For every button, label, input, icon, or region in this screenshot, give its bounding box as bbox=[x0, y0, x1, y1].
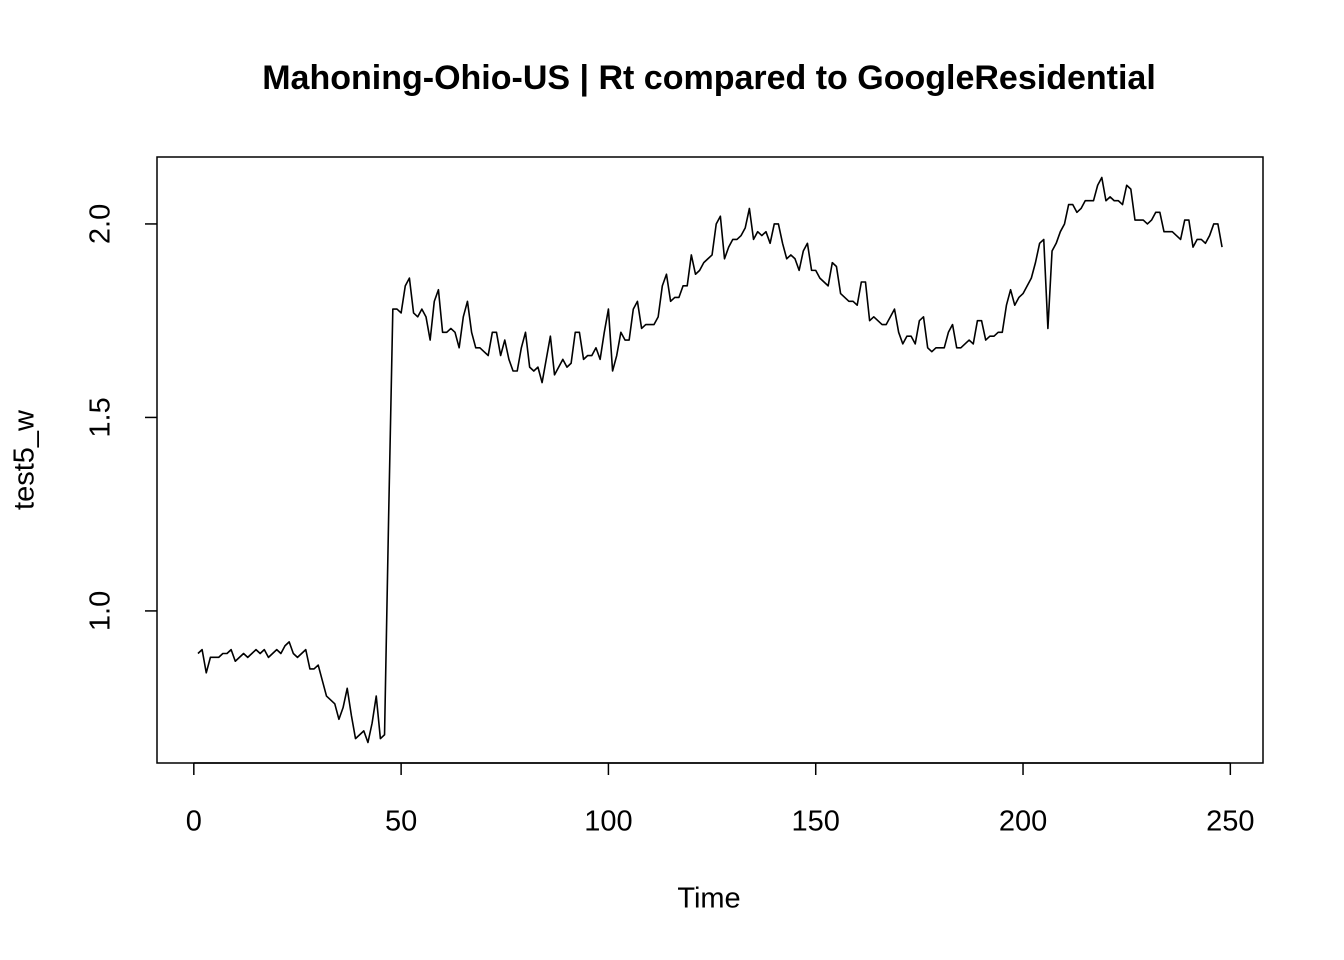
x-axis-label: Time bbox=[677, 883, 740, 915]
x-tick-label: 250 bbox=[1206, 806, 1254, 838]
plot-frame bbox=[156, 156, 1264, 764]
x-tick-label: 200 bbox=[999, 806, 1047, 838]
y-tick-label: 1.5 bbox=[85, 397, 117, 437]
chart-title: Mahoning-Ohio-US | Rt compared to Google… bbox=[262, 59, 1156, 97]
data-line bbox=[197, 176, 1223, 744]
y-axis-label: test5_w bbox=[9, 409, 41, 510]
x-tick-label: 50 bbox=[385, 806, 417, 838]
x-tick-label: 150 bbox=[792, 806, 840, 838]
x-tick-label: 0 bbox=[186, 806, 202, 838]
y-tick-label: 1.0 bbox=[85, 591, 117, 631]
y-tick-label: 2.0 bbox=[85, 204, 117, 244]
x-tick-label: 100 bbox=[584, 806, 632, 838]
